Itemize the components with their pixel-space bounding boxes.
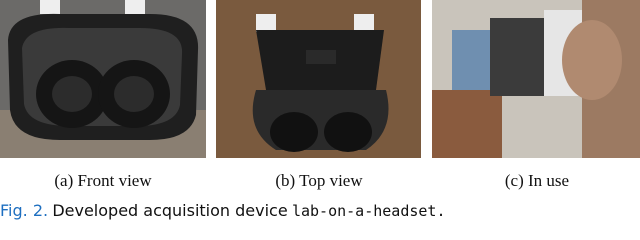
subfigure-caption: (b) Top view (275, 171, 363, 190)
in-use-photo (432, 0, 640, 158)
caption-code: lab-on-a-headset. (291, 202, 446, 220)
figure-caption: Fig. 2. Developed acquisition device lab… (0, 201, 445, 221)
figure-label: Fig. 2. (0, 201, 49, 220)
front-view-photo (0, 0, 206, 158)
figure: (a) Front view (b) Top view (c) In use F… (0, 0, 640, 221)
subfigure-caption: (c) In use (504, 171, 570, 190)
caption-text: Developed acquisition device (52, 201, 288, 220)
top-view-photo (216, 0, 421, 158)
subfigure-caption: (a) Front view (54, 171, 152, 190)
